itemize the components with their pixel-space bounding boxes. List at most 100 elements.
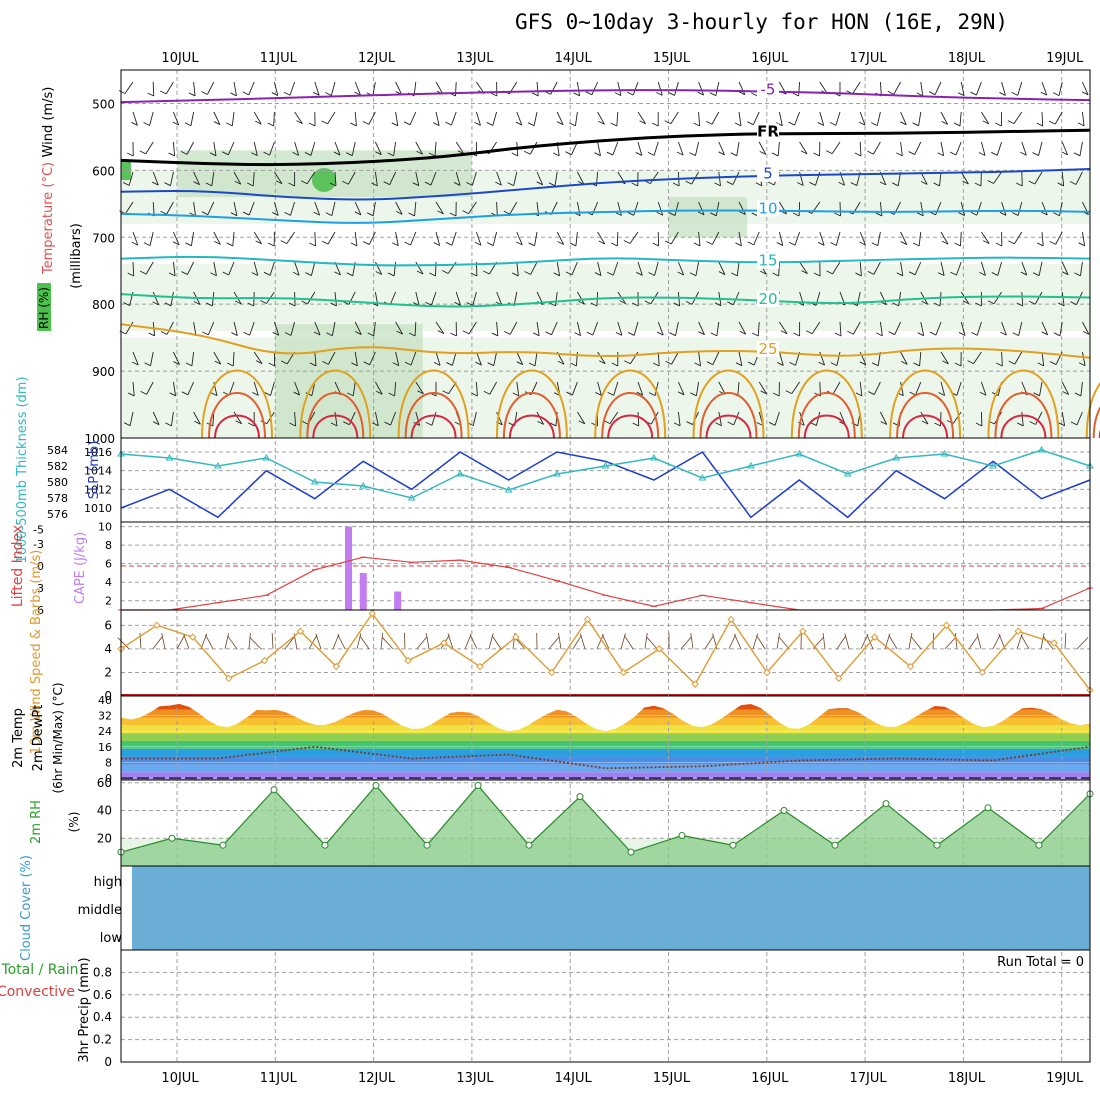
wind-barb-flag <box>859 241 866 246</box>
wind-barb <box>125 321 134 335</box>
wind-barb <box>290 201 296 216</box>
surface-wind-barb <box>680 636 692 650</box>
wind-barb <box>1021 291 1024 306</box>
wind-barb-flag <box>705 120 713 125</box>
wind-barb-flag <box>205 182 213 187</box>
wind-barb-flag <box>776 122 783 127</box>
wind-barb-flag <box>569 122 576 127</box>
wind-barb-flag <box>896 272 903 277</box>
temperature-color-band <box>121 772 1090 780</box>
wind-barb-flag <box>652 362 660 367</box>
surface-wind-barb <box>1040 633 1045 649</box>
wind-barb <box>146 381 154 395</box>
pressure-tick-label: 600 <box>92 164 115 178</box>
wind-barb <box>1041 81 1048 96</box>
wind-barb <box>1061 141 1069 156</box>
wind-barb-flag <box>173 361 180 365</box>
wind-barb-flag <box>213 121 221 125</box>
wind-barb-flag <box>289 422 296 427</box>
wind-barb <box>609 411 619 424</box>
wind-barb-flag <box>585 91 593 96</box>
temperature-contour <box>120 89 1091 104</box>
temp-tick-label: 16 <box>98 741 112 754</box>
wind-barb <box>879 201 883 216</box>
surface-wind-barb <box>866 633 874 650</box>
panel-label: Total / Rain <box>0 962 78 978</box>
wind-barb-flag <box>227 362 234 367</box>
wind-barb-flag <box>657 331 664 336</box>
wind-barb-flag <box>788 121 795 126</box>
surface-wind-barb <box>117 637 130 650</box>
wind-barb-flag <box>950 271 957 276</box>
wind-barb-flag <box>1078 242 1085 247</box>
wind-barb <box>513 171 518 186</box>
wind-barb <box>1034 171 1043 185</box>
wind-barb <box>165 81 174 95</box>
temperature-color-band <box>121 764 1090 773</box>
wind-barb <box>132 381 135 396</box>
wind-barb-flag <box>756 422 764 426</box>
wind-barb <box>415 381 424 394</box>
contour-label-bg <box>757 290 779 307</box>
wind-barb <box>1076 291 1083 305</box>
wind-speed-marker <box>799 627 807 635</box>
wind-barb-flag <box>962 180 969 185</box>
wind-barb <box>819 81 828 94</box>
wind-barb <box>934 81 942 95</box>
wind-barb <box>736 261 740 276</box>
wind-barb <box>612 261 619 276</box>
wind-barb <box>166 321 174 335</box>
wind-barb <box>468 201 477 214</box>
wind-barb-flag <box>987 300 995 305</box>
wind-barb-flag <box>280 240 287 245</box>
wind-barb-flag <box>810 422 817 426</box>
wind-barb <box>516 381 520 396</box>
wind-barb-flag <box>632 422 639 427</box>
wind-barb-flag <box>792 212 800 217</box>
temperature-color-band <box>121 748 1090 757</box>
wind-barb-flag <box>235 420 242 425</box>
wind-barb-flag <box>917 212 924 217</box>
wind-barb <box>435 81 444 95</box>
wind-barb <box>1021 141 1027 156</box>
thickness-marker <box>214 462 222 469</box>
wind-barb <box>233 171 242 185</box>
wind-barb-flag <box>545 331 552 336</box>
wind-barb-flag <box>1008 360 1016 365</box>
wind-barb-flag <box>254 120 262 125</box>
wind-barb-flag <box>999 211 1007 216</box>
wind-barb-flag <box>288 182 295 187</box>
surface-wind-barb <box>315 633 322 650</box>
diurnal-contour <box>797 392 856 439</box>
wind-barb <box>231 111 235 126</box>
panel-label: CAPE (J/kg) <box>73 532 88 604</box>
wind-barb-flag <box>995 242 1003 247</box>
wind-speed-marker <box>189 633 197 641</box>
wind-barb-flag <box>735 242 742 247</box>
wind-barb-flag <box>293 391 300 396</box>
wind-barb-flag <box>424 181 432 186</box>
surface-wind-barb <box>690 632 694 649</box>
surface-wind-barb <box>248 632 251 649</box>
thickness-marker <box>310 478 319 485</box>
wind-barb-flag <box>627 211 634 216</box>
wind-barb <box>799 141 808 155</box>
wind-barb-flag <box>714 182 721 187</box>
wind-barb-flag <box>184 122 192 127</box>
cloud-level-label: low <box>100 931 123 946</box>
wind-barb <box>718 381 726 395</box>
wind-barb <box>993 171 1002 184</box>
wind-barb-flag <box>164 182 171 187</box>
wind-barb-flag <box>1032 272 1040 277</box>
thickness-marker <box>601 462 610 469</box>
wind-barb-flag <box>428 152 436 157</box>
rh-marker <box>780 807 788 815</box>
wind-barb <box>839 321 842 336</box>
wind-barb <box>1082 321 1090 335</box>
wind-barb <box>940 381 946 396</box>
wind-barb <box>475 231 482 246</box>
wind-barb <box>712 231 720 245</box>
wind-barb-flag <box>912 242 920 247</box>
wind-barb-flag <box>651 122 659 127</box>
